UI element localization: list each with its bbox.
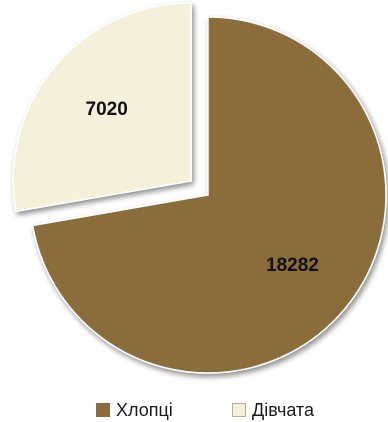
legend-label-boys: Хлопці bbox=[116, 400, 173, 420]
slice-girls bbox=[12, 2, 192, 213]
legend-item-girls: Дівчата bbox=[232, 398, 314, 422]
legend-swatch-boys bbox=[96, 403, 110, 417]
legend-label-girls: Дівчата bbox=[252, 400, 314, 420]
legend-swatch-girls bbox=[232, 403, 246, 417]
chart-legend: Хлопці Дівчата bbox=[0, 398, 388, 422]
slice-label-girls: 7020 bbox=[86, 99, 128, 120]
pie-chart: 18282 7020 bbox=[12, 2, 387, 374]
slice-boys bbox=[31, 16, 387, 374]
legend-item-boys: Хлопці bbox=[96, 398, 173, 422]
slice-label-boys: 18282 bbox=[266, 255, 319, 276]
